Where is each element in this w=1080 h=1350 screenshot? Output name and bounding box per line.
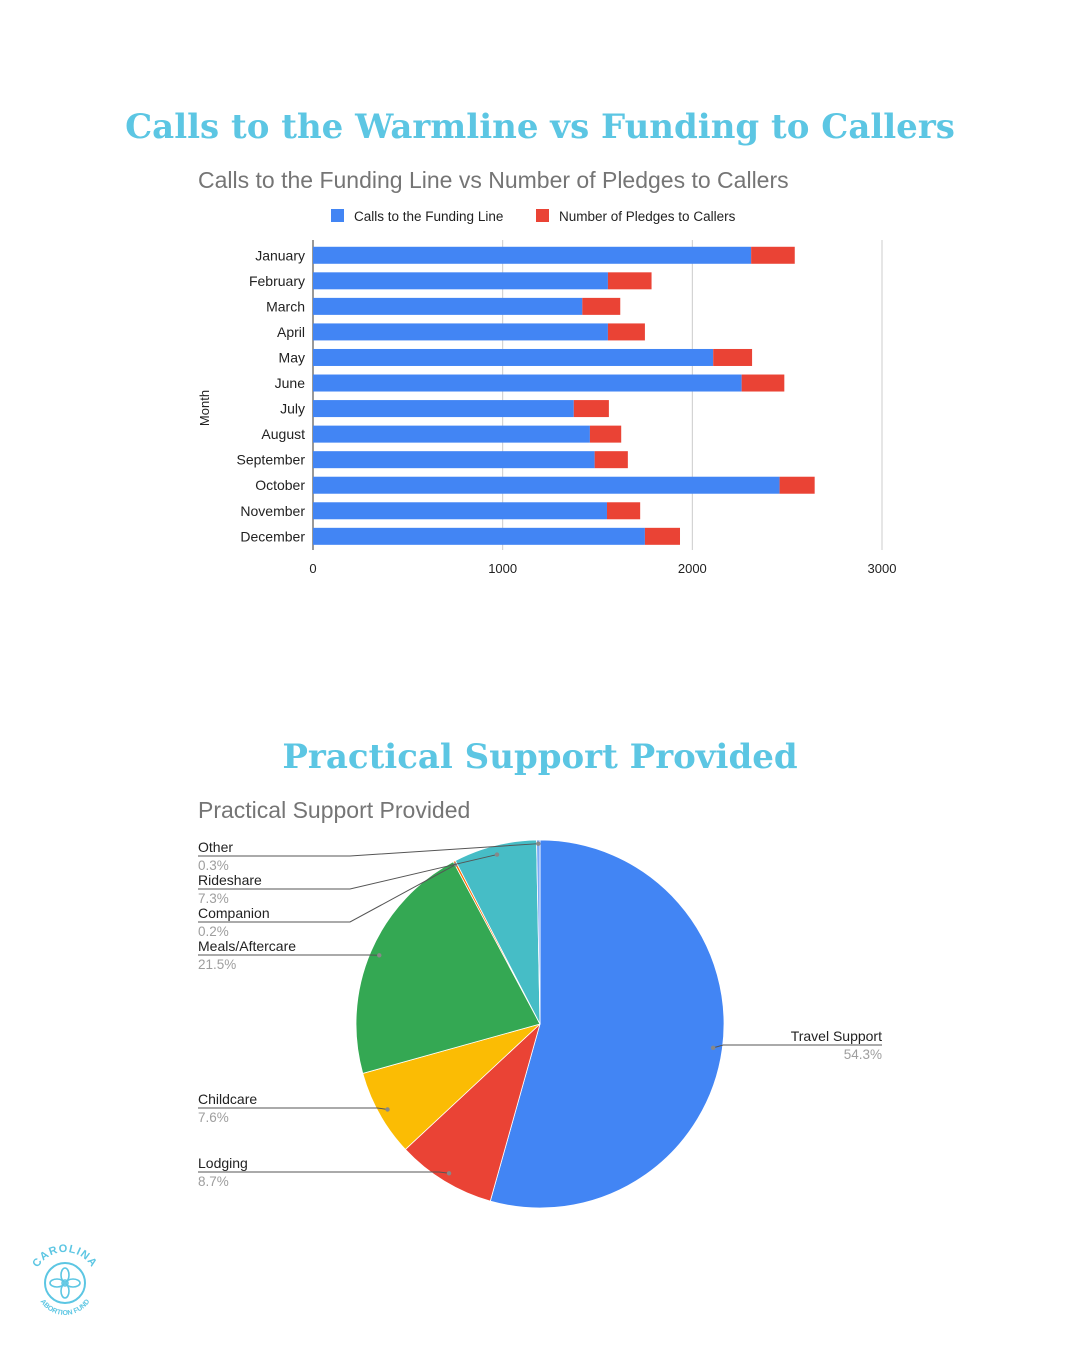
bar-pledges [606, 502, 641, 520]
carolina-abortion-fund-logo: CAROLINA ABORTION FUND [30, 1243, 99, 1317]
pie-chart: Travel Support 54.3% Lodging 8.7% Childcare 7… [198, 839, 882, 1209]
bar-chart-title: Calls to the Funding Line vs Number of P… [198, 167, 789, 193]
bar-calls [313, 374, 742, 392]
bar-calls [313, 297, 583, 315]
bar-calls [313, 502, 607, 520]
bar-calls [313, 246, 752, 264]
section-title-calls: Calls to the Warmline vs Funding to Call… [125, 107, 955, 147]
x-tick-label: 2000 [678, 561, 707, 576]
logo-text-top: CAROLINA [30, 1243, 98, 1270]
bar-pledges [751, 246, 795, 264]
bar-pledges [713, 348, 753, 366]
y-tick-label: December [240, 528, 305, 544]
bar-pledges [607, 272, 652, 290]
svg-text:ABORTION FUND: ABORTION FUND [39, 1298, 92, 1317]
y-tick-label: March [266, 298, 305, 314]
leader-line [198, 854, 498, 890]
slice-percent: 21.5% [198, 957, 236, 972]
y-axis-label: Month [197, 390, 212, 426]
slice-percent: 0.3% [198, 858, 229, 873]
bar-calls [313, 451, 595, 469]
bar-pledges [779, 476, 815, 494]
bar-pledges [741, 374, 785, 392]
leader-dot [385, 1107, 390, 1112]
leader-dot [494, 852, 500, 857]
leader-line [713, 1044, 882, 1049]
y-tick-label: May [279, 349, 305, 365]
section-title-practical-support: Practical Support Provided [282, 737, 798, 777]
pie-chart-title: Practical Support Provided [198, 797, 471, 823]
slice-label: Childcare [198, 1091, 257, 1107]
legend-label: Calls to the Funding Line [354, 209, 503, 224]
logo-text-bottom: ABORTION FUND [39, 1298, 92, 1317]
bar-pledges [573, 400, 609, 418]
slice-label: Meals/Aftercare [198, 938, 296, 954]
pie-slice [404, 1022, 541, 1202]
bar-calls [313, 476, 780, 494]
slice-label: Rideshare [198, 872, 262, 888]
pie-slice [536, 839, 541, 1025]
y-tick-label: January [255, 247, 305, 263]
leader-dot [377, 953, 382, 958]
slice-percent: 8.7% [198, 1174, 229, 1189]
leader-dot [536, 841, 541, 846]
y-tick-label: July [280, 401, 305, 417]
bar-chart: 0 1000 2000 3000 Month Calls to the Funding L… [197, 209, 897, 576]
y-tick-label: August [261, 426, 305, 442]
slice-percent: 0.2% [198, 924, 229, 939]
y-tick-label: September [237, 452, 306, 468]
slice-label: Travel Support [791, 1028, 882, 1044]
leader-dot [446, 1171, 452, 1176]
y-tick-label: June [275, 375, 306, 391]
bar-calls [313, 527, 645, 545]
y-tick-label: February [249, 273, 305, 289]
bar-calls [313, 272, 608, 290]
bar-calls [313, 425, 590, 443]
bar-calls [313, 323, 608, 341]
leader-dot [710, 1045, 716, 1051]
x-tick-label: 3000 [868, 561, 897, 576]
slice-label: Companion [198, 905, 270, 921]
slice-label: Other [198, 839, 233, 855]
legend-swatch [536, 209, 549, 222]
bar-pledges [589, 425, 622, 443]
svg-text:CAROLINA: CAROLINA [30, 1243, 99, 1270]
pie-slice [489, 839, 725, 1209]
leader-line [198, 1171, 450, 1174]
slice-label: Lodging [198, 1155, 248, 1171]
slice-percent: 7.6% [198, 1110, 229, 1125]
y-tick-label: April [277, 324, 305, 340]
x-tick-label: 0 [309, 561, 316, 576]
bar-pledges [594, 451, 628, 469]
leader-line [198, 843, 539, 857]
leader-line [198, 863, 457, 923]
slice-percent: 7.3% [198, 891, 229, 906]
bar-pledges [582, 297, 621, 315]
bar-calls [313, 400, 574, 418]
pie-slice [355, 861, 541, 1074]
y-tick-label: November [240, 503, 305, 519]
x-tick-label: 1000 [488, 561, 517, 576]
leader-line [198, 1107, 388, 1110]
slice-percent: 54.3% [844, 1047, 882, 1062]
bar-pledges [644, 527, 681, 545]
y-tick-label: October [255, 477, 305, 493]
legend-swatch [331, 209, 344, 222]
legend-label: Number of Pledges to Callers [559, 209, 736, 224]
bar-pledges [607, 323, 645, 341]
bar-calls [313, 348, 714, 366]
